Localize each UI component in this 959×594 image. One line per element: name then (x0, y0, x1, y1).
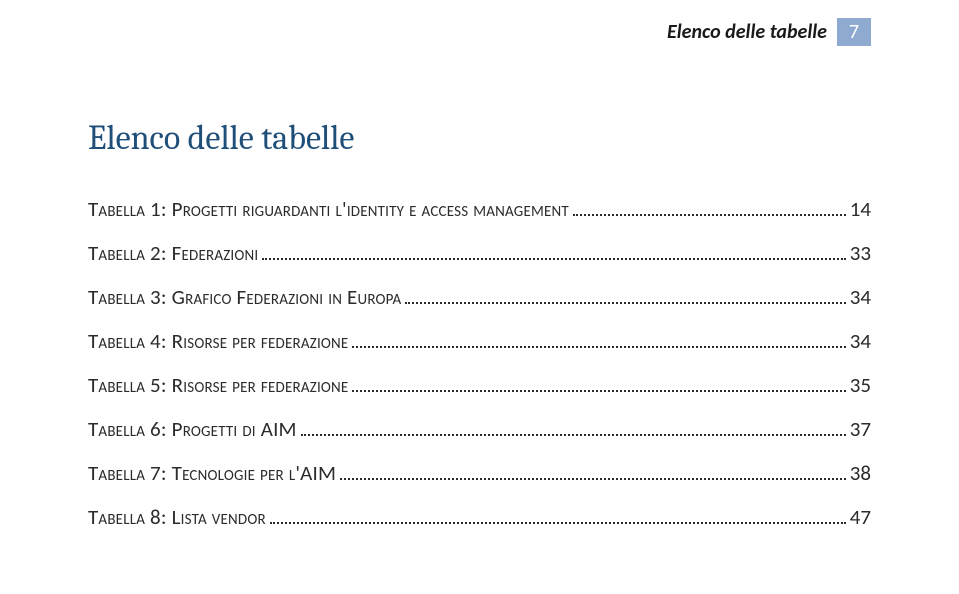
toc-entry-page: 34 (850, 284, 871, 310)
toc-leader-dots (270, 505, 846, 524)
page-content: Elenco delle tabelle Tabella 1: Progetti… (88, 118, 871, 548)
toc-entry-page: 14 (850, 196, 871, 222)
toc-entry-page: 33 (850, 240, 871, 266)
page-number-badge: 7 (837, 18, 871, 46)
toc-entry: Tabella 5: Risorse per federazione 35 (88, 372, 871, 398)
toc-entry: Tabella 7: Tecnologie per l'AIM 38 (88, 460, 871, 486)
toc-entry: Tabella 8: Lista vendor 47 (88, 504, 871, 530)
header-title: Elenco delle tabelle (667, 20, 827, 44)
toc-entry-label: Tabella 3: Grafico Federazioni in Europa (88, 284, 401, 310)
toc-leader-dots (405, 285, 845, 304)
section-heading: Elenco delle tabelle (88, 118, 871, 158)
toc-entry-label: Tabella 7: Tecnologie per l'AIM (88, 460, 336, 486)
toc-entry-page: 34 (850, 328, 871, 354)
toc-entry-label: Tabella 4: Risorse per federazione (88, 328, 348, 354)
toc-entry-page: 37 (850, 416, 871, 442)
toc-entry: Tabella 1: Progetti riguardanti l'identi… (88, 196, 871, 222)
toc-leader-dots (301, 417, 846, 436)
toc-entry-label: Tabella 5: Risorse per federazione (88, 372, 348, 398)
toc-entry-page: 38 (850, 460, 871, 486)
page-header: Elenco delle tabelle 7 (667, 18, 871, 46)
toc-leader-dots (340, 461, 846, 480)
toc-entry-page: 35 (850, 372, 871, 398)
toc-leader-dots (352, 373, 845, 392)
toc-entry: Tabella 6: Progetti di AIM 37 (88, 416, 871, 442)
toc-entry-label: Tabella 1: Progetti riguardanti l'identi… (88, 196, 569, 222)
toc-entry: Tabella 4: Risorse per federazione 34 (88, 328, 871, 354)
toc-entry-label: Tabella 6: Progetti di AIM (88, 416, 297, 442)
toc-leader-dots (352, 329, 845, 348)
toc-entry-label: Tabella 8: Lista vendor (88, 504, 266, 530)
toc-leader-dots (262, 241, 845, 260)
toc-leader-dots (573, 197, 846, 216)
toc-entry-label: Tabella 2: Federazioni (88, 240, 258, 266)
toc-entry-page: 47 (850, 504, 871, 530)
toc-entry: Tabella 3: Grafico Federazioni in Europa… (88, 284, 871, 310)
toc-entry: Tabella 2: Federazioni 33 (88, 240, 871, 266)
